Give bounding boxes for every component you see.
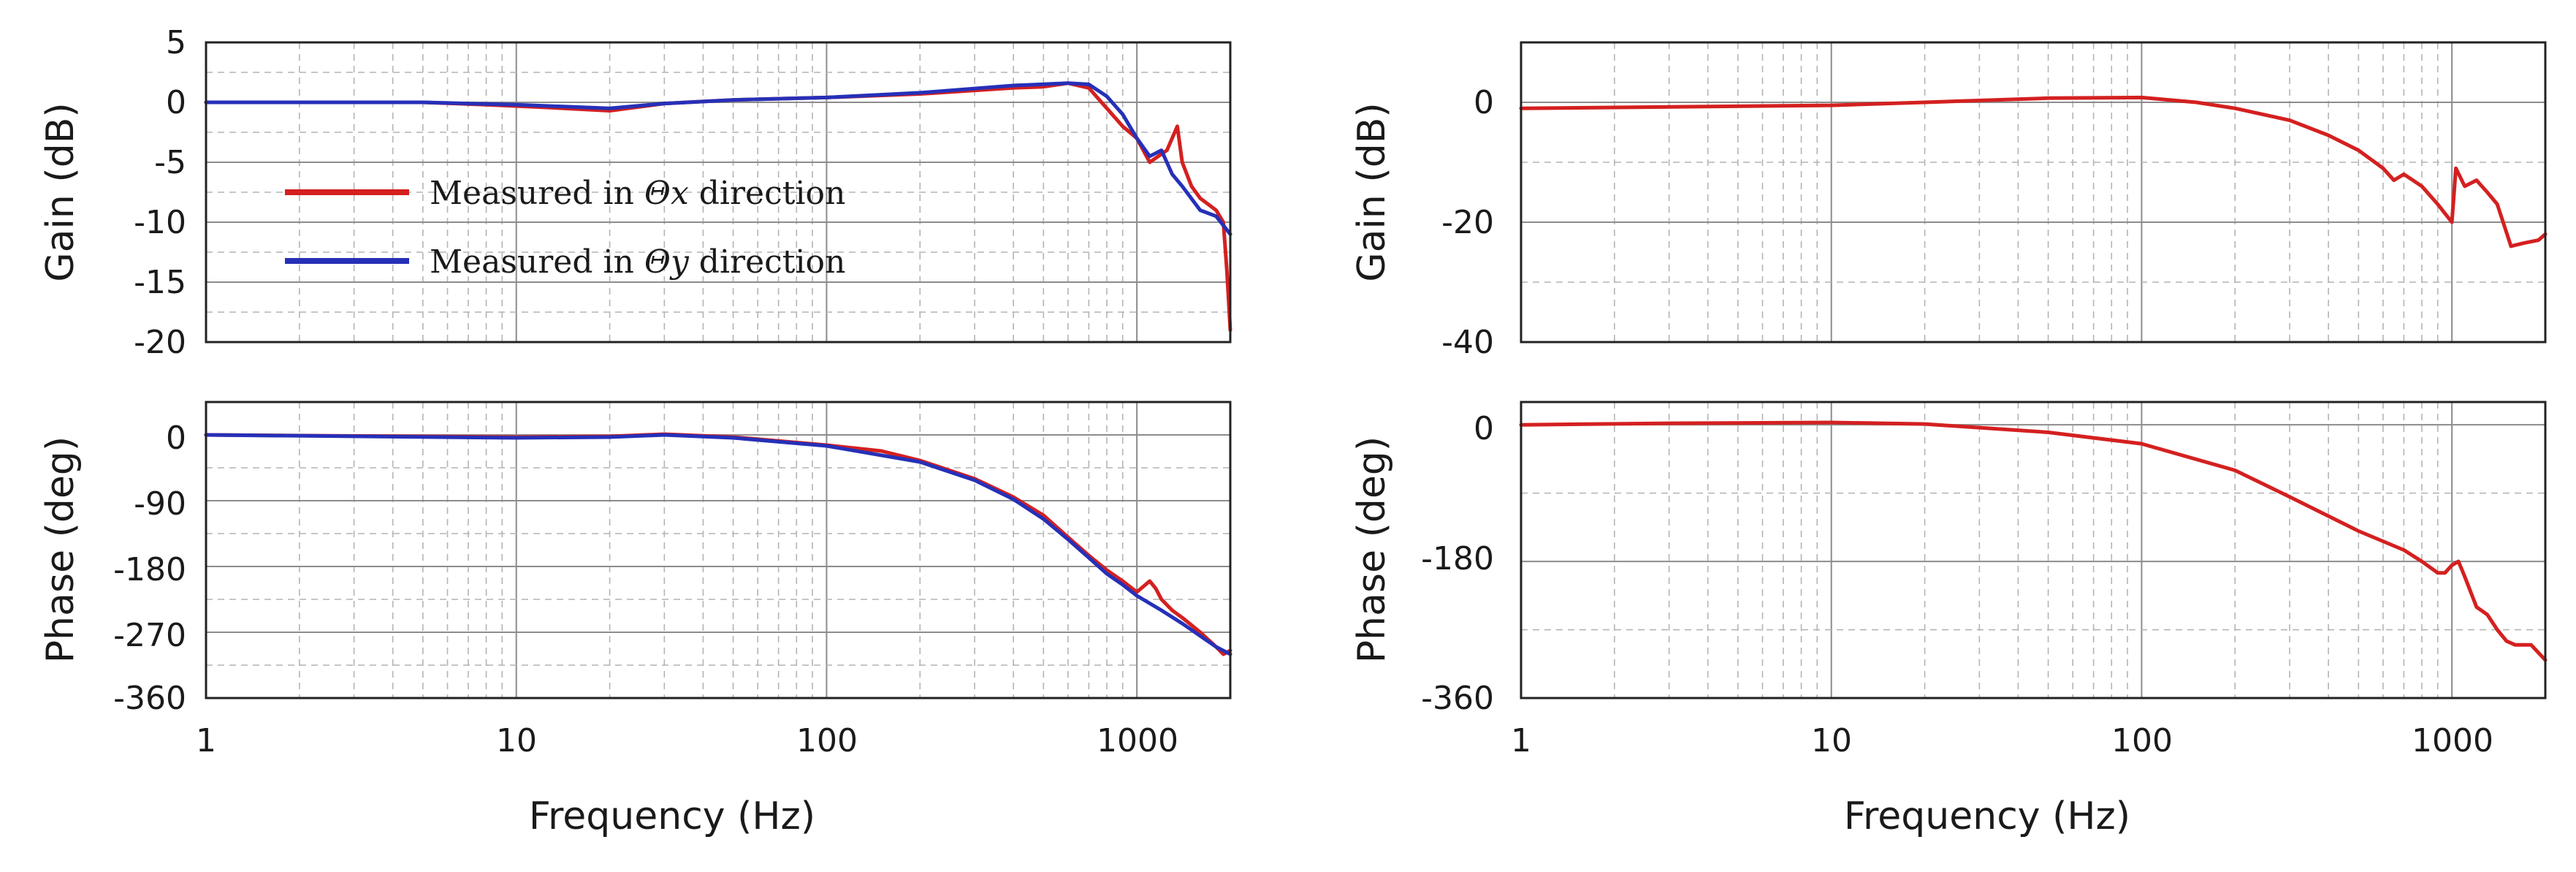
right-gain-grid <box>1520 42 2546 343</box>
left-gain-ytick-label: -10 <box>134 204 186 241</box>
left-gain-ytick-label: 5 <box>166 24 186 61</box>
right-phase-chart: 0 -180 -360 1 10 100 1000 Phase (deg) Fr… <box>1350 401 2548 838</box>
right-gain-ylabel: Gain (dB) <box>1350 102 1394 281</box>
right-phase-ytick-label: 0 <box>1474 410 1494 447</box>
right-gain-series-line <box>1519 95 2548 249</box>
left-gain-ylabel: Gain (dB) <box>39 102 83 281</box>
right-gain-ytick-label: -40 <box>1441 324 1494 361</box>
right-gain-yticks: 0 -20 -40 <box>1441 84 1494 361</box>
left-phase-series-theta-y-line <box>204 433 1232 656</box>
left-phase-xtick-label: 1000 <box>1097 722 1178 759</box>
left-gain-series <box>204 81 1232 333</box>
right-gain-ytick-label: 0 <box>1474 84 1494 121</box>
left-phase-xlabel: Frequency (Hz) <box>529 795 815 838</box>
left-gain-legend: Measured in Θx direction Measured in Θy … <box>285 175 845 281</box>
left-gain-series-theta-y-line <box>204 81 1232 236</box>
left-phase-xtick-label: 10 <box>496 722 537 759</box>
left-phase-chart: 0 -90 -180 -270 -360 1 10 100 1000 Phase… <box>39 401 1232 838</box>
right-phase-xtick-label: 10 <box>1811 722 1852 759</box>
left-gain-ytick-label: -5 <box>154 144 186 181</box>
right-phase-xtick-label: 1000 <box>2412 722 2493 759</box>
left-phase-ytick-label: -90 <box>134 485 186 523</box>
left-gain-chart: 5 0 -5 -10 -15 -20 Gain (dB) Measured in… <box>39 24 1232 361</box>
left-gain-ytick-label: 0 <box>166 84 186 121</box>
right-gain-frame <box>1520 41 2547 344</box>
left-phase-yticks: 0 -90 -180 -270 -360 <box>113 420 186 717</box>
left-phase-xtick-label: 1 <box>196 722 216 759</box>
right-phase-ylabel: Phase (deg) <box>1350 436 1394 663</box>
left-gain-series-theta-x-line <box>204 81 1232 333</box>
left-phase-ytick-label: -270 <box>113 617 186 654</box>
left-phase-ytick-label: 0 <box>166 420 186 457</box>
left-gain-ytick-label: -15 <box>134 264 186 301</box>
left-gain-yticks: 5 0 -5 -10 -15 -20 <box>134 24 186 361</box>
left-phase-frame <box>205 401 1232 700</box>
right-phase-xlabel: Frequency (Hz) <box>1844 795 2130 838</box>
right-phase-xtick-label: 1 <box>1511 722 1531 759</box>
right-gain-ytick-label: -20 <box>1441 204 1494 241</box>
left-phase-series <box>204 432 1232 656</box>
left-phase-ytick-label: -180 <box>113 551 186 588</box>
right-gain-chart: 0 -20 -40 Gain (dB) <box>1350 41 2548 361</box>
left-gain-frame <box>205 41 1232 344</box>
left-phase-series-theta-x-line <box>204 432 1232 656</box>
legend-label-theta-y: Measured in Θy direction <box>430 243 845 281</box>
left-phase-xticks: 1 10 100 1000 <box>196 722 1178 759</box>
left-phase-grid <box>205 402 1231 699</box>
right-phase-ytick-label: -360 <box>1421 680 1494 717</box>
right-phase-grid <box>1520 402 2546 699</box>
right-phase-series <box>1519 420 2548 662</box>
right-phase-frame <box>1520 401 2547 700</box>
left-gain-ytick-label: -20 <box>134 324 186 361</box>
right-phase-series-line <box>1519 420 2548 662</box>
right-phase-xtick-label: 100 <box>2111 722 2173 759</box>
right-phase-ytick-label: -180 <box>1421 540 1494 577</box>
legend-label-theta-x: Measured in Θx direction <box>430 175 845 212</box>
left-phase-ytick-label: -360 <box>113 680 186 717</box>
right-phase-yticks: 0 -180 -360 <box>1421 410 1494 717</box>
left-phase-xtick-label: 100 <box>796 722 858 759</box>
right-phase-xticks: 1 10 100 1000 <box>1511 722 2493 759</box>
left-phase-ylabel: Phase (deg) <box>39 436 83 663</box>
right-gain-series <box>1519 95 2548 249</box>
